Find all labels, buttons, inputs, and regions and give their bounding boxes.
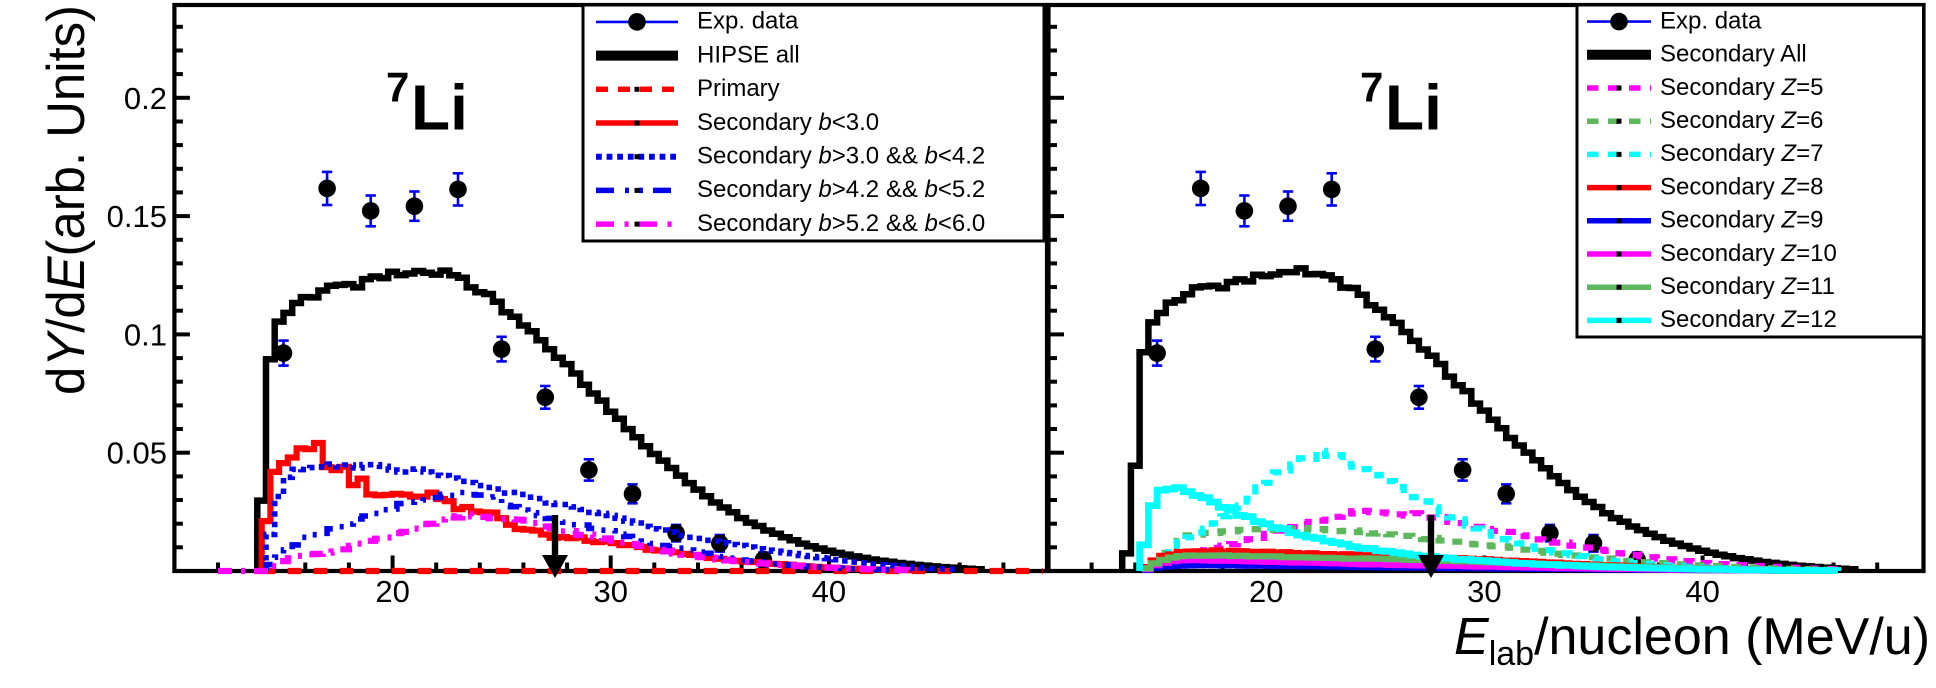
svg-text:20: 20 [375, 574, 409, 609]
svg-text:Secondary b>3.0 && b<4.2: Secondary b>3.0 && b<4.2 [697, 143, 985, 170]
svg-text:Secondary Z=12: Secondary Z=12 [1660, 306, 1837, 333]
svg-text:0.05: 0.05 [107, 436, 167, 471]
svg-text:Secondary b<3.0: Secondary b<3.0 [697, 109, 879, 136]
svg-text:40: 40 [1685, 574, 1719, 609]
svg-text:Elab/nucleon (MeV/u): Elab/nucleon (MeV/u) [1454, 608, 1930, 673]
svg-text:20: 20 [1249, 574, 1283, 609]
svg-text:Secondary Z=9: Secondary Z=9 [1660, 207, 1823, 234]
svg-text:Exp. data: Exp. data [697, 8, 799, 35]
svg-text:Exp. data: Exp. data [1660, 7, 1762, 34]
svg-text:Li: Li [411, 72, 468, 144]
svg-text:7: 7 [386, 64, 409, 111]
svg-text:Li: Li [1385, 72, 1442, 144]
svg-text:Secondary All: Secondary All [1660, 41, 1807, 68]
svg-text:Secondary Z=10: Secondary Z=10 [1660, 240, 1837, 267]
svg-text:Secondary Z=6: Secondary Z=6 [1660, 107, 1823, 134]
svg-text:HIPSE all: HIPSE all [697, 41, 800, 68]
svg-text:Primary: Primary [697, 75, 780, 102]
svg-text:30: 30 [593, 574, 627, 609]
svg-text:Secondary b>4.2 && b<5.2: Secondary b>4.2 && b<5.2 [697, 176, 985, 203]
svg-text:7: 7 [1360, 64, 1383, 111]
svg-text:Secondary Z=11: Secondary Z=11 [1660, 273, 1835, 300]
svg-text:40: 40 [812, 574, 846, 609]
svg-text:dY/dE(arb. Units): dY/dE(arb. Units) [37, 5, 96, 395]
svg-text:Secondary Z=7: Secondary Z=7 [1660, 140, 1823, 167]
svg-text:0.15: 0.15 [107, 199, 167, 234]
svg-text:0.1: 0.1 [124, 317, 167, 352]
svg-text:0.2: 0.2 [124, 81, 167, 116]
svg-text:Secondary Z=8: Secondary Z=8 [1660, 173, 1823, 200]
svg-text:Secondary b>5.2 && b<6.0: Secondary b>5.2 && b<6.0 [697, 210, 985, 237]
svg-text:30: 30 [1467, 574, 1501, 609]
svg-text:Secondary Z=5: Secondary Z=5 [1660, 74, 1823, 101]
